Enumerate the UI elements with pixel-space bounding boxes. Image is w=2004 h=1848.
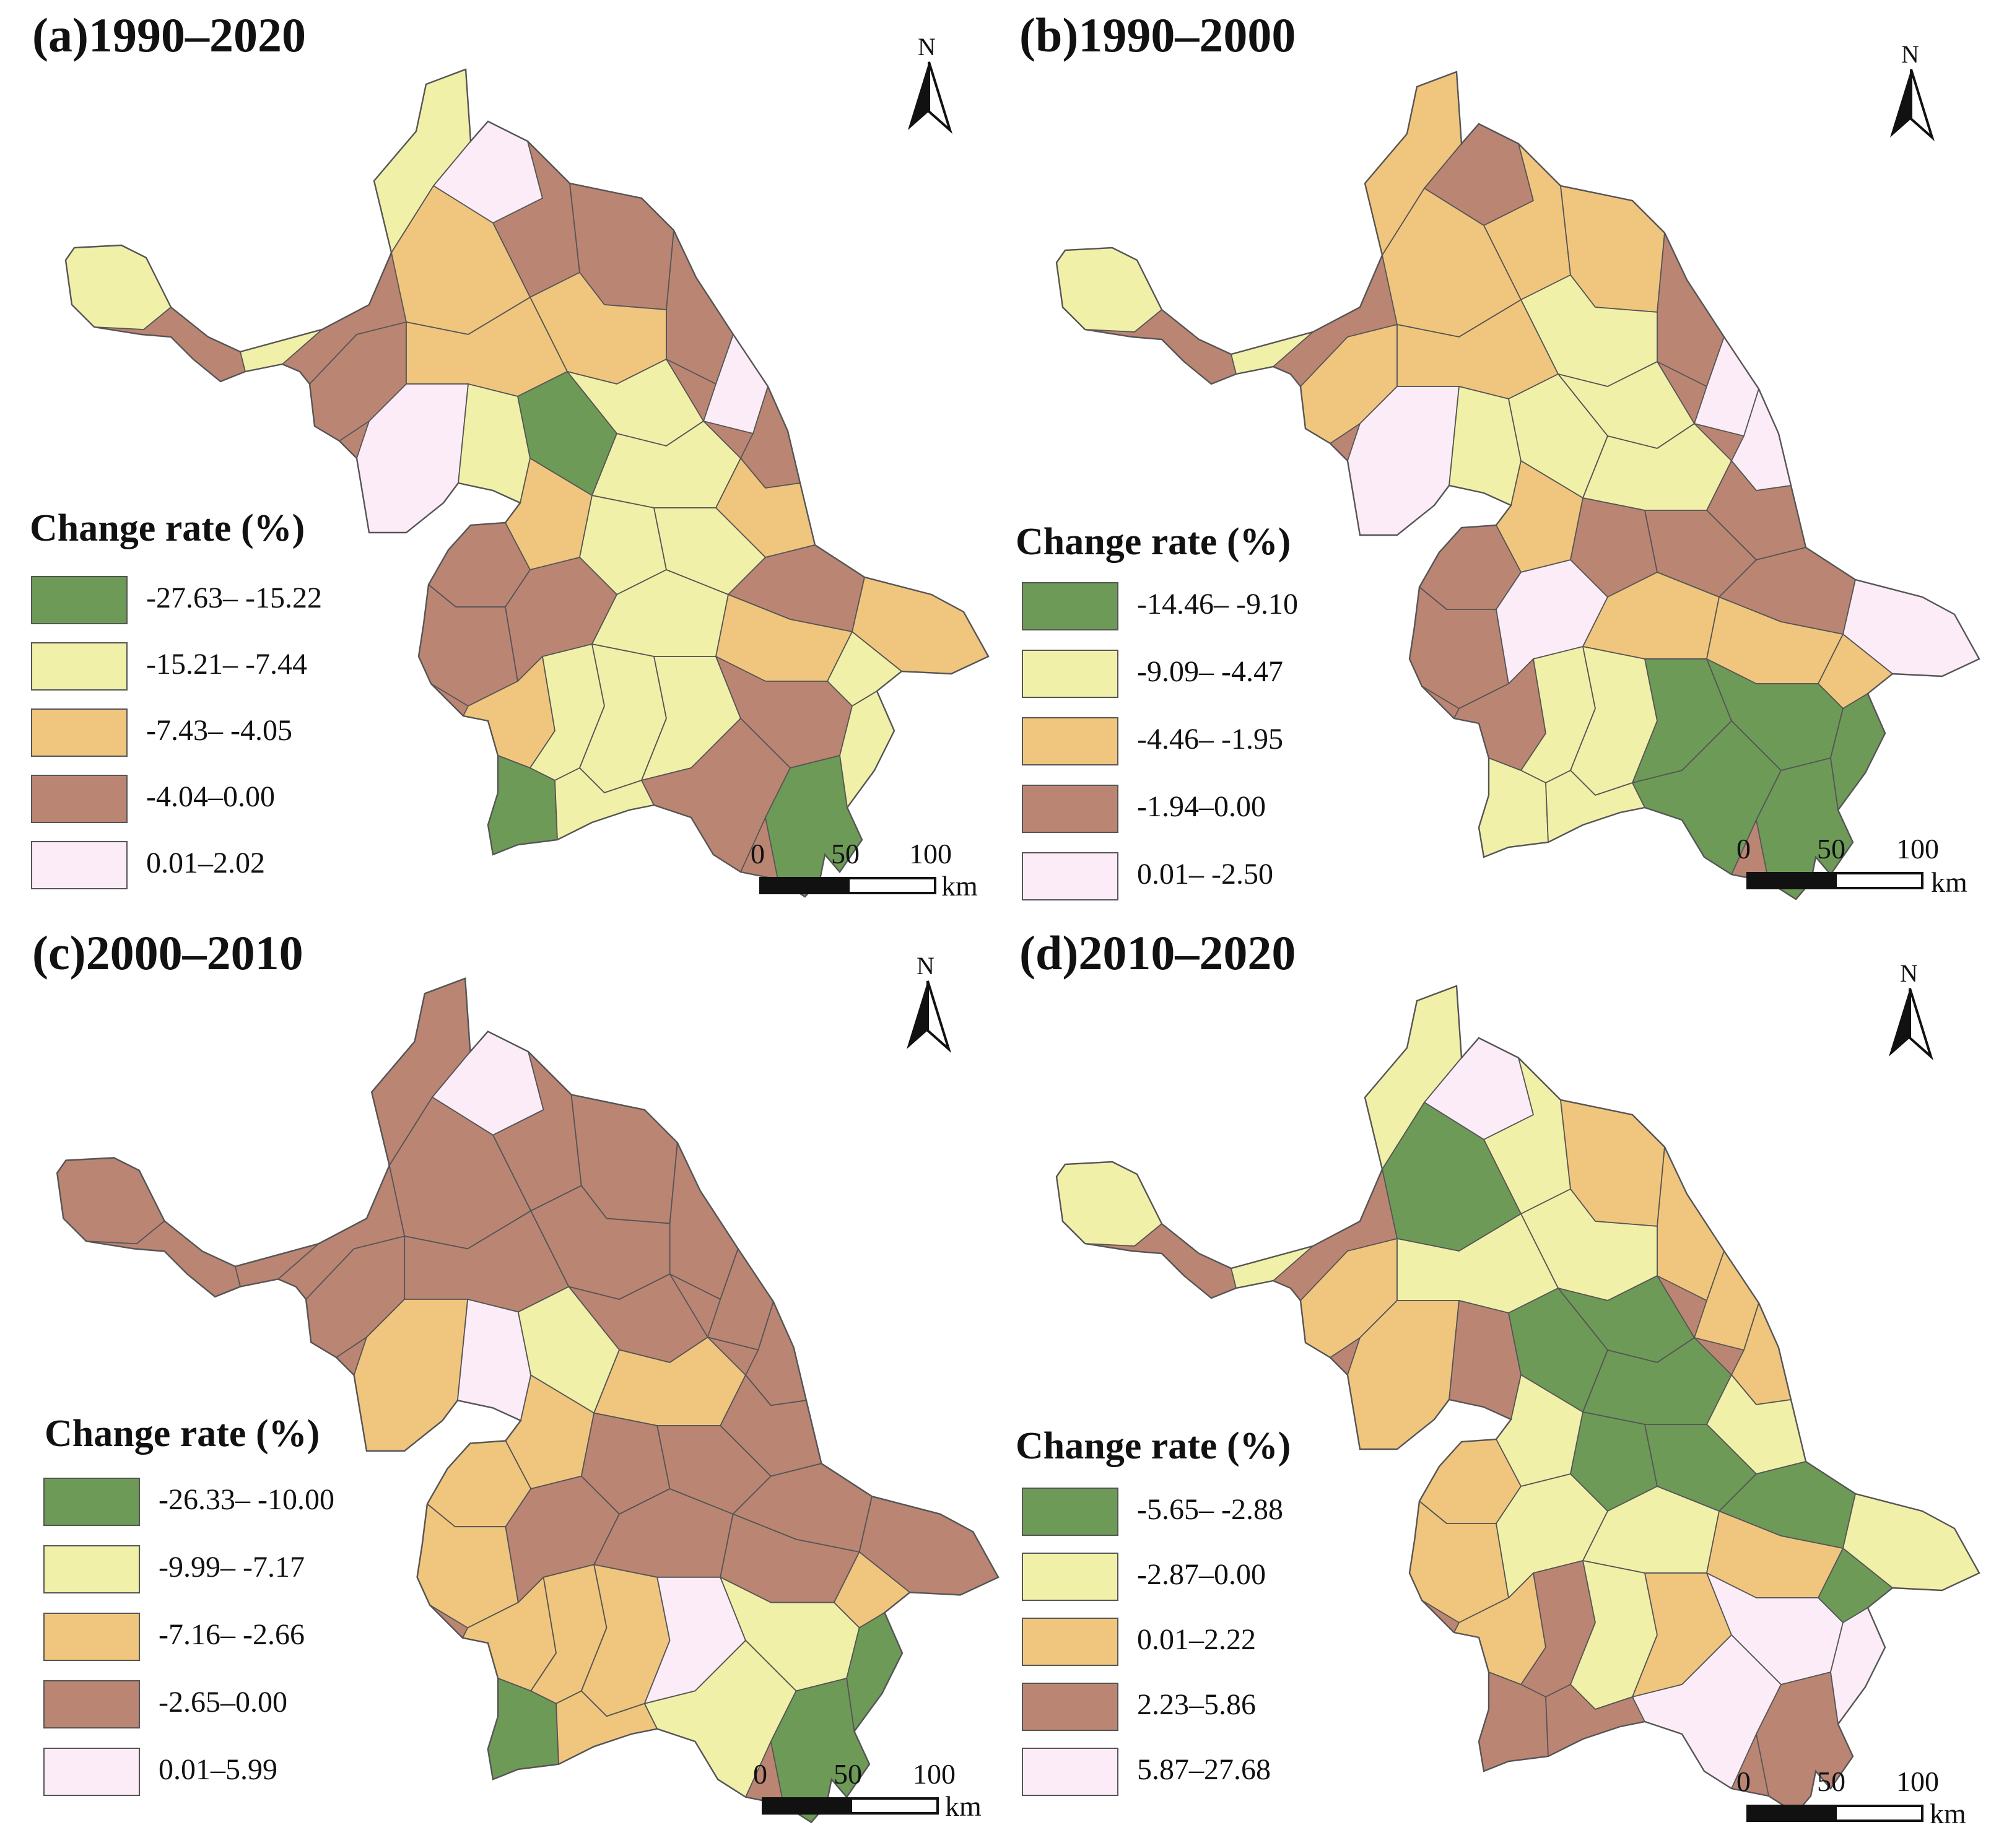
legend-label: -9.99– -7.17 xyxy=(159,1551,305,1584)
legend-label: 0.01–2.02 xyxy=(146,847,265,879)
county-region xyxy=(66,245,172,330)
county-region xyxy=(1657,232,1725,387)
scale-tick-100: 100 xyxy=(913,1758,956,1790)
panel-c: (c)2000–2010 N Change rate (%) -26.33– -… xyxy=(0,924,1002,1848)
legend-label: -14.46– -9.10 xyxy=(1137,588,1298,621)
map-c xyxy=(56,977,1000,1824)
panel-title: (a)1990–2020 xyxy=(32,8,306,62)
legend-label: -27.63– -15.22 xyxy=(146,582,322,614)
scale-tick-50: 50 xyxy=(831,838,860,870)
legend-swatch xyxy=(1022,650,1118,698)
legend-label: -4.46– -1.95 xyxy=(1137,723,1283,756)
scale-bar xyxy=(1746,872,1923,889)
legend-label: -15.21– -7.44 xyxy=(146,648,307,681)
county-regions xyxy=(56,977,1000,1824)
legend-swatch xyxy=(1022,1553,1118,1601)
scale-tick-100: 100 xyxy=(909,838,952,870)
county-region xyxy=(1056,247,1162,333)
legend-swatch xyxy=(1022,1488,1118,1536)
scale-tick-0: 0 xyxy=(1736,833,1751,865)
legend-swatch xyxy=(31,841,128,889)
scale-unit: km xyxy=(945,1790,982,1822)
panel-b: (b)1990–2000 N Change rate (%) -14.46– -… xyxy=(1002,0,2004,924)
legend-label: -2.87–0.00 xyxy=(1137,1558,1266,1591)
scale-tick-50: 50 xyxy=(834,1758,862,1790)
legend-swatch xyxy=(43,1613,140,1661)
legend-label: -7.16– -2.66 xyxy=(159,1618,305,1651)
legend-swatch xyxy=(1022,717,1118,765)
scale-unit: km xyxy=(941,870,978,902)
county-region xyxy=(669,1142,739,1300)
scale-tick-50: 50 xyxy=(1817,833,1845,865)
scale-tick-0: 0 xyxy=(753,1758,767,1790)
scale-bar xyxy=(762,1797,939,1815)
scale-tick-0: 0 xyxy=(1736,1766,1751,1797)
legend-label: -2.65–0.00 xyxy=(159,1686,287,1719)
scale-tick-0: 0 xyxy=(751,838,765,870)
county-region xyxy=(57,1157,165,1245)
legend-label: -7.43– -4.05 xyxy=(146,714,292,747)
panel-title: (b)1990–2000 xyxy=(1019,8,1296,62)
north-arrow-icon xyxy=(1890,69,1935,142)
panel-a: (a)1990–2020 N Change rate (%) -27.63– -… xyxy=(0,0,1002,924)
county-regions xyxy=(1055,985,1980,1815)
north-label: N xyxy=(1900,959,1918,987)
scale-unit: km xyxy=(1931,866,1967,898)
county-region xyxy=(666,230,734,385)
legend-swatch xyxy=(1022,1618,1118,1666)
scale-bar xyxy=(1746,1805,1923,1822)
north-arrow-icon xyxy=(908,61,953,134)
legend-label: -4.04–0.00 xyxy=(146,780,275,813)
panel-title: (d)2010–2020 xyxy=(1019,926,1296,980)
panel-d: (d)2010–2020 N Change rate (%) -5.65– -2… xyxy=(1002,924,2004,1848)
legend-swatch xyxy=(31,642,128,691)
north-label: N xyxy=(917,952,934,980)
legend-label: -5.65– -2.88 xyxy=(1137,1493,1283,1526)
legend-swatch xyxy=(43,1478,140,1526)
legend-swatch xyxy=(1022,1748,1118,1796)
county-regions xyxy=(64,68,990,898)
legend-label: 2.23–5.86 xyxy=(1137,1688,1256,1721)
scale-tick-50: 50 xyxy=(1817,1766,1845,1797)
legend-label: 0.01– -2.50 xyxy=(1137,858,1273,891)
scale-bar xyxy=(759,877,936,894)
scale-tick-100: 100 xyxy=(1896,833,1939,865)
legend-title: Change rate (%) xyxy=(45,1413,320,1455)
province-outline xyxy=(1055,985,1980,1815)
legend-swatch xyxy=(1022,582,1118,630)
scale-unit: km xyxy=(1930,1798,1966,1829)
legend-swatch xyxy=(43,1545,140,1593)
legend-swatch xyxy=(1022,785,1118,833)
county-region xyxy=(1657,1146,1725,1301)
north-label: N xyxy=(918,33,936,61)
map-a xyxy=(64,61,990,898)
map-d xyxy=(1055,985,1980,1822)
county-region xyxy=(1056,1161,1162,1247)
panel-title: (c)2000–2010 xyxy=(32,926,303,980)
legend-swatch xyxy=(43,1680,140,1728)
legend-label: -1.94–0.00 xyxy=(1137,790,1266,823)
legend-swatch xyxy=(43,1748,140,1796)
legend-title: Change rate (%) xyxy=(1016,521,1291,563)
legend-swatch xyxy=(1022,852,1118,900)
legend-label: -26.33– -10.00 xyxy=(159,1483,334,1516)
legend-label: 0.01–5.99 xyxy=(159,1753,277,1786)
legend-swatch xyxy=(31,775,128,823)
legend-label: 5.87–27.68 xyxy=(1137,1753,1271,1786)
county-regions xyxy=(1055,71,1980,900)
north-label: N xyxy=(1901,40,1919,68)
legend-swatch xyxy=(31,576,128,624)
map-b xyxy=(1055,69,1980,900)
legend-title: Change rate (%) xyxy=(1016,1425,1291,1467)
legend-swatch xyxy=(31,708,128,757)
legend-label: -9.09– -4.47 xyxy=(1137,655,1283,688)
north-arrow-icon xyxy=(1889,988,1934,1061)
legend-swatch xyxy=(1022,1683,1118,1731)
legend-title: Change rate (%) xyxy=(30,507,305,549)
scale-tick-100: 100 xyxy=(1896,1766,1939,1797)
legend-label: 0.01–2.22 xyxy=(1137,1623,1256,1656)
north-arrow-icon xyxy=(907,980,952,1053)
